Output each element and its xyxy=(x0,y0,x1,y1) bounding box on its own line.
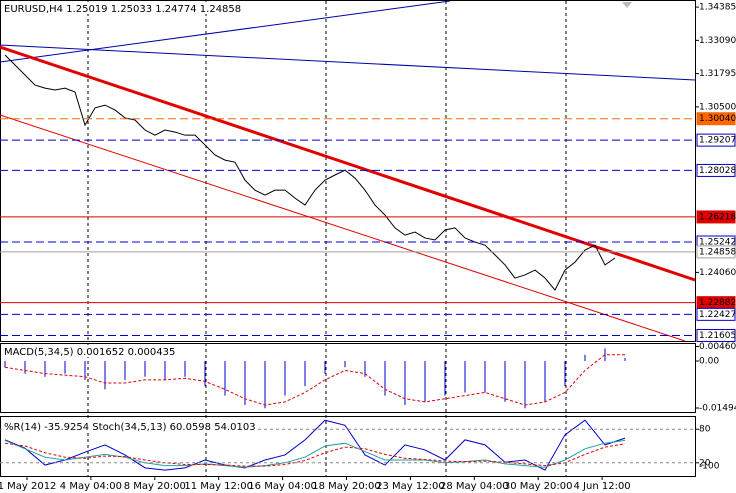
trend-line xyxy=(0,44,696,81)
level-label-bg xyxy=(696,328,736,342)
series-line xyxy=(4,54,616,292)
y-tick-label: 1.34385 xyxy=(699,3,736,13)
y-tick-label: 1.31795 xyxy=(699,69,736,79)
y-tick-label: 0.00460 xyxy=(699,342,736,352)
x-tick-label: 28 May 04:00 xyxy=(440,481,509,492)
shift-marker xyxy=(622,2,632,8)
x-tick-label: 23 May 12:00 xyxy=(376,481,445,492)
y2-tick-label: -100 xyxy=(699,462,720,472)
panel-title: %R(14) -35.9254 Stoch(34,5,13) 60.0598 5… xyxy=(4,422,256,433)
title-bg xyxy=(2,420,258,432)
panel-frames xyxy=(0,0,696,477)
level-label-bg xyxy=(696,133,736,147)
x-tick-label: 8 May 20:00 xyxy=(124,481,186,492)
level-label: 1.30040 xyxy=(699,114,736,124)
series-line xyxy=(4,442,626,467)
x-tick-label: 4 Jun 12:00 xyxy=(574,481,631,492)
y-tick-label: 1.24060 xyxy=(699,268,736,278)
level-label: 1.26218 xyxy=(699,212,736,222)
x-tick-label: 16 May 04:00 xyxy=(248,481,317,492)
y-tick-label: 0.00 xyxy=(699,356,719,366)
main-frame xyxy=(0,0,696,342)
level-label: 1.22882 xyxy=(699,298,736,308)
y-tick-label: -0.01494 xyxy=(699,404,736,414)
level-label-bg xyxy=(696,245,736,259)
x-tick-label: 30 May 20:00 xyxy=(504,481,573,492)
y-tick-label: 80 xyxy=(699,425,711,435)
macd-frame xyxy=(0,343,696,413)
trend-line xyxy=(0,114,686,342)
level-label: 1.28028 xyxy=(699,166,736,176)
panel-title: EURUSD,H4 1.25019 1.25033 1.24774 1.2485… xyxy=(4,4,241,15)
trend-line xyxy=(0,0,451,63)
level-label-bg xyxy=(696,163,736,177)
trend-line xyxy=(0,45,696,282)
level-label-bg xyxy=(696,210,736,224)
level-label: 1.24858 xyxy=(699,247,736,257)
level-label: 1.25242 xyxy=(699,238,736,248)
title-bg xyxy=(2,2,244,14)
y-tick-label: 1.30500 xyxy=(699,102,736,112)
series-line xyxy=(4,354,625,406)
series-line xyxy=(4,439,626,468)
series-line xyxy=(4,419,626,471)
trend-lines xyxy=(0,0,696,342)
level-label: 1.21605 xyxy=(699,331,736,341)
level-label-bg xyxy=(696,112,736,126)
y-tick-label: 1.33090 xyxy=(699,36,736,46)
x-tick-label: 18 May 20:00 xyxy=(312,481,381,492)
stoch-frame xyxy=(0,416,696,477)
x-tick-label: 11 May 12:00 xyxy=(184,481,253,492)
y-tick-label: 20 xyxy=(699,458,711,468)
x-tick-label: 1 May 2012 xyxy=(0,481,56,492)
level-label: 1.29207 xyxy=(699,136,736,146)
vertical-grid xyxy=(87,1,567,476)
level-label-bg xyxy=(696,307,736,321)
x-tick-label: 4 May 04:00 xyxy=(60,481,122,492)
panel-title: MACD(5,34,5) 0.001652 0.000435 xyxy=(4,347,175,358)
title-bg xyxy=(2,345,178,357)
level-label: 1.22427 xyxy=(699,310,736,320)
